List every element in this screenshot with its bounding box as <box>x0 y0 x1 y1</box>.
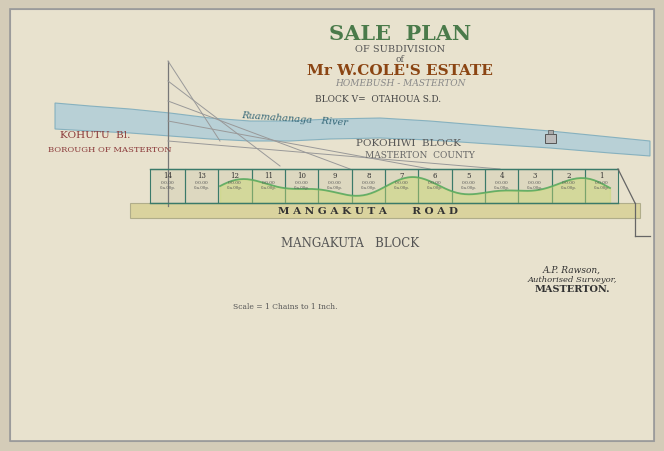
Text: KOHUTU  Bl.: KOHUTU Bl. <box>60 131 130 140</box>
Bar <box>150 170 618 203</box>
Text: 11: 11 <box>264 172 273 179</box>
Text: 0.a.00p.: 0.a.00p. <box>460 186 477 189</box>
Bar <box>130 203 640 219</box>
Bar <box>385 170 418 203</box>
Bar <box>418 170 452 203</box>
Text: 0.a.00p.: 0.a.00p. <box>493 186 509 189</box>
Text: 0.0.00: 0.0.00 <box>362 180 375 184</box>
Text: 0.a.00p.: 0.a.00p. <box>227 186 243 189</box>
Bar <box>518 170 552 203</box>
Bar <box>150 170 185 203</box>
Text: POKOHIWI  BLOCK: POKOHIWI BLOCK <box>355 139 460 148</box>
Text: MASTERTON.: MASTERTON. <box>535 285 610 294</box>
Text: 7: 7 <box>399 172 404 179</box>
Text: 0.0.00: 0.0.00 <box>394 180 408 184</box>
Bar <box>285 170 318 203</box>
Text: Authorised Surveyor,: Authorised Surveyor, <box>527 276 617 283</box>
Text: 2: 2 <box>566 172 571 179</box>
Text: HOMEBUSH - MASTERTON: HOMEBUSH - MASTERTON <box>335 78 465 87</box>
Text: MANGAKUTA   BLOCK: MANGAKUTA BLOCK <box>281 237 419 250</box>
Text: BLOCK V=  OTAHOUA S.D.: BLOCK V= OTAHOUA S.D. <box>315 95 441 104</box>
Text: Scale = 1 Chains to 1 Inch.: Scale = 1 Chains to 1 Inch. <box>233 302 337 310</box>
Text: 0.a.00p.: 0.a.00p. <box>327 186 343 189</box>
Text: 9: 9 <box>333 172 337 179</box>
Text: 0.a.00p.: 0.a.00p. <box>560 186 576 189</box>
Text: 0.0.00: 0.0.00 <box>328 180 342 184</box>
Text: of: of <box>396 55 404 63</box>
Text: 0.a.00p.: 0.a.00p. <box>394 186 410 189</box>
Text: 13: 13 <box>197 172 206 179</box>
Text: 0.a.00p.: 0.a.00p. <box>159 186 175 189</box>
Bar <box>552 170 585 203</box>
Bar <box>452 170 485 203</box>
Text: 0.0.00: 0.0.00 <box>428 180 442 184</box>
Text: 0.0.00: 0.0.00 <box>528 180 542 184</box>
Text: 0.a.00p.: 0.a.00p. <box>193 186 210 189</box>
Text: 3: 3 <box>533 172 537 179</box>
Bar <box>318 170 352 203</box>
Text: 0.a.00p.: 0.a.00p. <box>260 186 277 189</box>
Text: Ruamahanaga   River: Ruamahanaga River <box>242 110 349 127</box>
Bar <box>252 170 285 203</box>
Text: 0.a.00p.: 0.a.00p. <box>427 186 443 189</box>
Text: 12: 12 <box>230 172 240 179</box>
Text: 0.0.00: 0.0.00 <box>461 180 475 184</box>
Text: SALE  PLAN: SALE PLAN <box>329 24 471 44</box>
Bar <box>218 170 252 203</box>
Text: 0.0.00: 0.0.00 <box>295 180 308 184</box>
Text: BOROUGH OF MASTERTON: BOROUGH OF MASTERTON <box>48 146 172 154</box>
Text: 0.0.00: 0.0.00 <box>595 180 608 184</box>
Polygon shape <box>55 104 650 156</box>
Bar <box>352 170 385 203</box>
Bar <box>585 170 618 203</box>
Bar <box>185 170 218 203</box>
Text: 0.0.00: 0.0.00 <box>195 180 208 184</box>
Text: 8: 8 <box>367 172 371 179</box>
Text: 6: 6 <box>433 172 438 179</box>
Text: 14: 14 <box>163 172 172 179</box>
Text: 1: 1 <box>599 172 604 179</box>
Text: 0.0.00: 0.0.00 <box>161 180 175 184</box>
Text: 0.a.00p.: 0.a.00p. <box>594 186 610 189</box>
Text: 0.0.00: 0.0.00 <box>262 180 276 184</box>
Text: 0.a.00p.: 0.a.00p. <box>527 186 543 189</box>
Text: Mr W.COLE'S ESTATE: Mr W.COLE'S ESTATE <box>307 64 493 78</box>
Bar <box>485 170 518 203</box>
Text: 0.0.00: 0.0.00 <box>562 180 576 184</box>
Text: 0.0.00: 0.0.00 <box>495 180 509 184</box>
Text: 0.a.00p.: 0.a.00p. <box>361 186 376 189</box>
Text: 0.a.00p.: 0.a.00p. <box>293 186 309 189</box>
Text: OF SUBDIVISION: OF SUBDIVISION <box>355 46 445 55</box>
Text: M A N G A K U T A       R O A D: M A N G A K U T A R O A D <box>278 207 458 216</box>
Bar <box>548 131 553 135</box>
Text: 5: 5 <box>466 172 471 179</box>
Text: 4: 4 <box>499 172 504 179</box>
Text: 10: 10 <box>297 172 306 179</box>
Text: A.P. Rawson,: A.P. Rawson, <box>543 265 601 274</box>
Bar <box>545 135 556 144</box>
Text: MASTERTON  COUNTY: MASTERTON COUNTY <box>365 151 475 160</box>
Text: 0.0.00: 0.0.00 <box>228 180 242 184</box>
